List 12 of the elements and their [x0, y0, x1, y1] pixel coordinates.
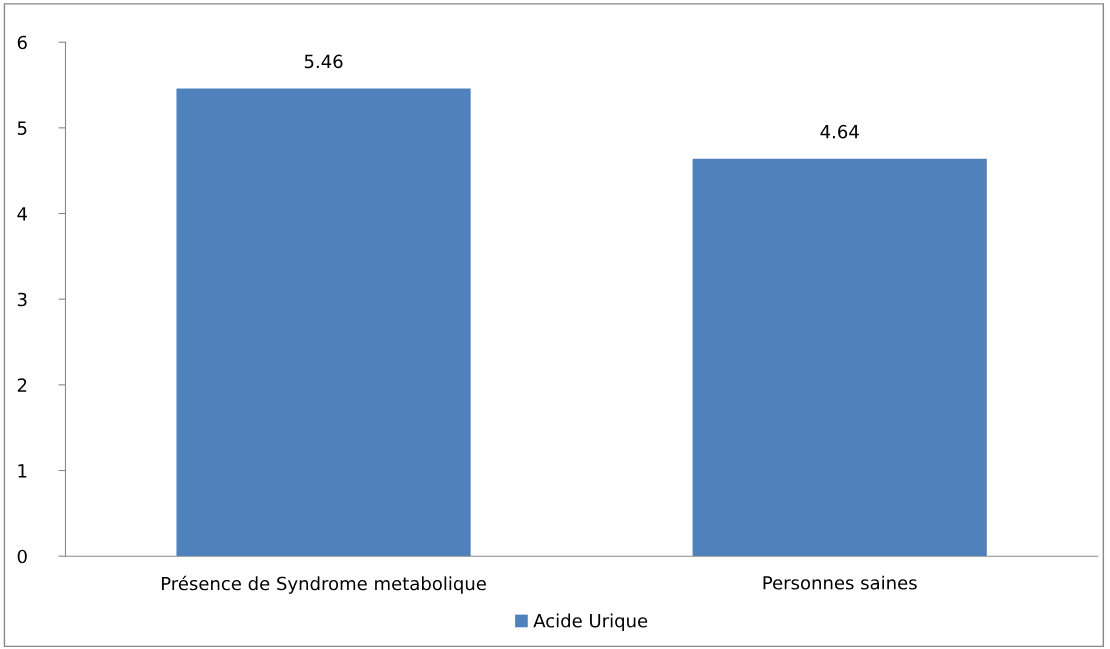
- y-tick-label: 1: [18, 464, 27, 478]
- y-tick-label: 5: [17, 121, 27, 135]
- data-label: 4.64: [820, 124, 859, 139]
- y-tick-label: 2: [17, 378, 27, 392]
- y-tick-label: 4: [17, 207, 27, 221]
- y-tick-label: 0: [17, 549, 27, 564]
- y-tick-label: 3: [17, 292, 27, 307]
- x-tick-label: Présence de Syndrome metabolique: [161, 575, 486, 594]
- legend-label: Acide Urique: [533, 613, 648, 632]
- data-label: 5.46: [304, 54, 343, 69]
- x-tick-label: Personnes saines: [763, 575, 917, 590]
- y-tick-label: 6: [17, 35, 27, 50]
